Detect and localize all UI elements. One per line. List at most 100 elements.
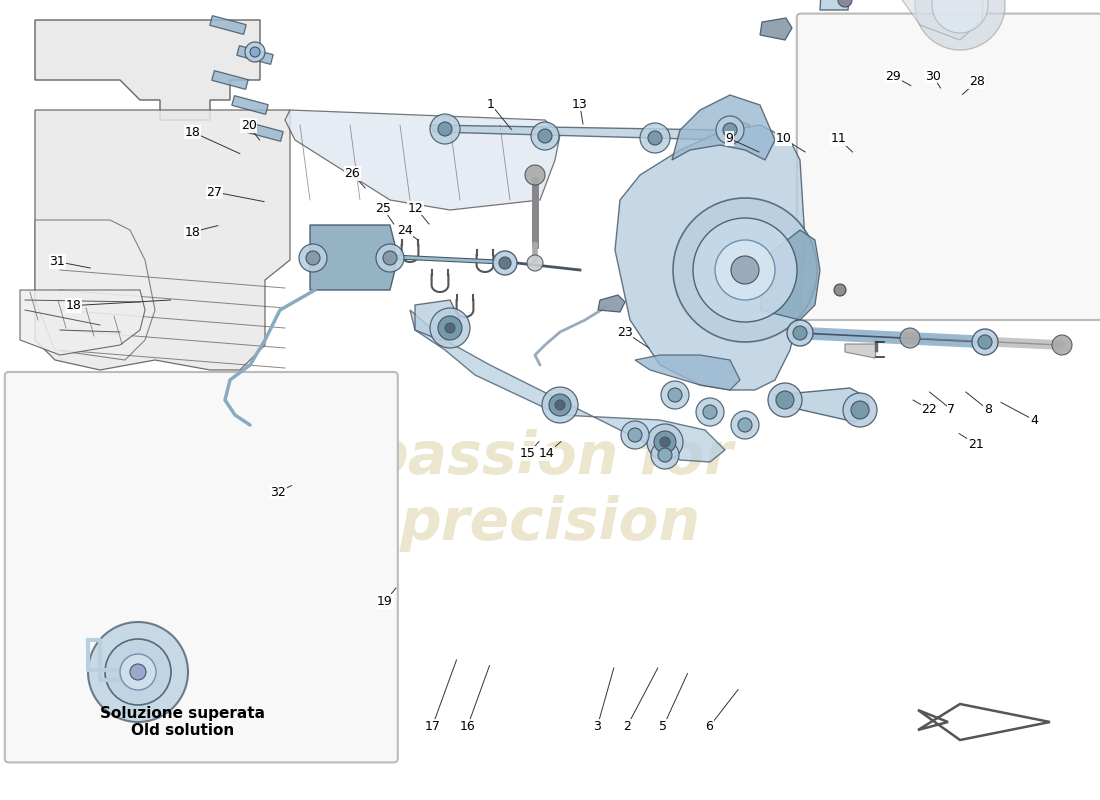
Text: 2: 2 (623, 720, 631, 733)
Text: 25: 25 (375, 202, 390, 214)
Circle shape (538, 129, 552, 143)
Circle shape (430, 114, 460, 144)
Text: 1: 1 (486, 98, 495, 110)
Circle shape (660, 437, 670, 447)
Text: 14: 14 (539, 447, 554, 460)
Text: 16: 16 (460, 720, 475, 733)
Circle shape (651, 441, 679, 469)
Circle shape (527, 255, 543, 271)
Polygon shape (820, 0, 850, 10)
Circle shape (915, 0, 1005, 50)
Polygon shape (35, 220, 155, 360)
Polygon shape (918, 704, 1050, 740)
Text: 22: 22 (922, 403, 937, 416)
Text: 13: 13 (572, 98, 587, 110)
Text: 30: 30 (925, 70, 940, 82)
Circle shape (446, 323, 455, 333)
Polygon shape (410, 310, 725, 462)
Circle shape (499, 257, 512, 269)
Text: 3: 3 (593, 720, 602, 733)
Text: 20: 20 (241, 119, 256, 132)
Circle shape (661, 381, 689, 409)
Circle shape (245, 42, 265, 62)
Text: 31: 31 (50, 255, 65, 268)
Text: 8: 8 (983, 403, 992, 416)
Text: 29: 29 (886, 70, 901, 82)
Circle shape (438, 122, 452, 136)
Circle shape (438, 316, 462, 340)
Text: 32: 32 (271, 486, 286, 498)
Polygon shape (232, 96, 268, 114)
Circle shape (542, 387, 578, 423)
Text: 28: 28 (969, 75, 984, 88)
Circle shape (104, 639, 170, 705)
Circle shape (306, 251, 320, 265)
Polygon shape (210, 16, 246, 34)
Circle shape (640, 123, 670, 153)
Polygon shape (635, 355, 740, 390)
Circle shape (732, 411, 759, 439)
Polygon shape (672, 95, 776, 160)
Circle shape (668, 388, 682, 402)
Text: passion for
precision: passion for precision (366, 429, 734, 551)
Circle shape (972, 329, 998, 355)
Text: 21: 21 (968, 438, 983, 450)
Text: 4: 4 (1030, 414, 1038, 426)
Circle shape (843, 393, 877, 427)
Circle shape (654, 431, 676, 453)
Text: 17: 17 (425, 720, 440, 733)
Text: 24: 24 (397, 224, 412, 237)
Circle shape (493, 251, 517, 275)
Circle shape (834, 284, 846, 296)
Polygon shape (35, 110, 290, 370)
Circle shape (120, 654, 156, 690)
Circle shape (525, 165, 544, 185)
Circle shape (723, 123, 737, 137)
Text: 11: 11 (830, 132, 846, 145)
Polygon shape (246, 122, 283, 142)
Circle shape (932, 0, 988, 33)
Circle shape (703, 405, 717, 419)
Polygon shape (776, 388, 870, 422)
Circle shape (786, 320, 813, 346)
Text: 18: 18 (66, 299, 81, 312)
Circle shape (299, 244, 327, 272)
Text: 18: 18 (185, 226, 200, 238)
Circle shape (715, 240, 775, 300)
Circle shape (621, 421, 649, 449)
Text: 12: 12 (408, 202, 424, 214)
Circle shape (556, 400, 565, 410)
Text: 9: 9 (725, 132, 734, 145)
Polygon shape (760, 18, 792, 40)
Polygon shape (760, 230, 820, 320)
Text: 26: 26 (344, 167, 360, 180)
Text: 7: 7 (947, 403, 956, 416)
Circle shape (376, 244, 404, 272)
Circle shape (838, 0, 853, 7)
Circle shape (793, 326, 807, 340)
Polygon shape (35, 20, 260, 120)
Polygon shape (285, 110, 560, 210)
Polygon shape (615, 125, 805, 390)
Text: 15: 15 (520, 447, 536, 460)
FancyBboxPatch shape (4, 372, 398, 762)
Text: 19: 19 (377, 595, 393, 608)
Circle shape (531, 122, 559, 150)
Circle shape (1052, 335, 1072, 355)
Circle shape (900, 328, 920, 348)
Polygon shape (845, 344, 877, 358)
Circle shape (696, 398, 724, 426)
Circle shape (628, 428, 642, 442)
Circle shape (851, 401, 869, 419)
Circle shape (130, 664, 146, 680)
Circle shape (716, 116, 744, 144)
Circle shape (383, 251, 397, 265)
Circle shape (693, 218, 798, 322)
Polygon shape (415, 300, 460, 340)
Polygon shape (236, 46, 273, 64)
Polygon shape (212, 70, 249, 90)
Circle shape (250, 47, 260, 57)
Circle shape (658, 448, 672, 462)
Polygon shape (598, 295, 625, 312)
Text: 23: 23 (617, 326, 632, 338)
